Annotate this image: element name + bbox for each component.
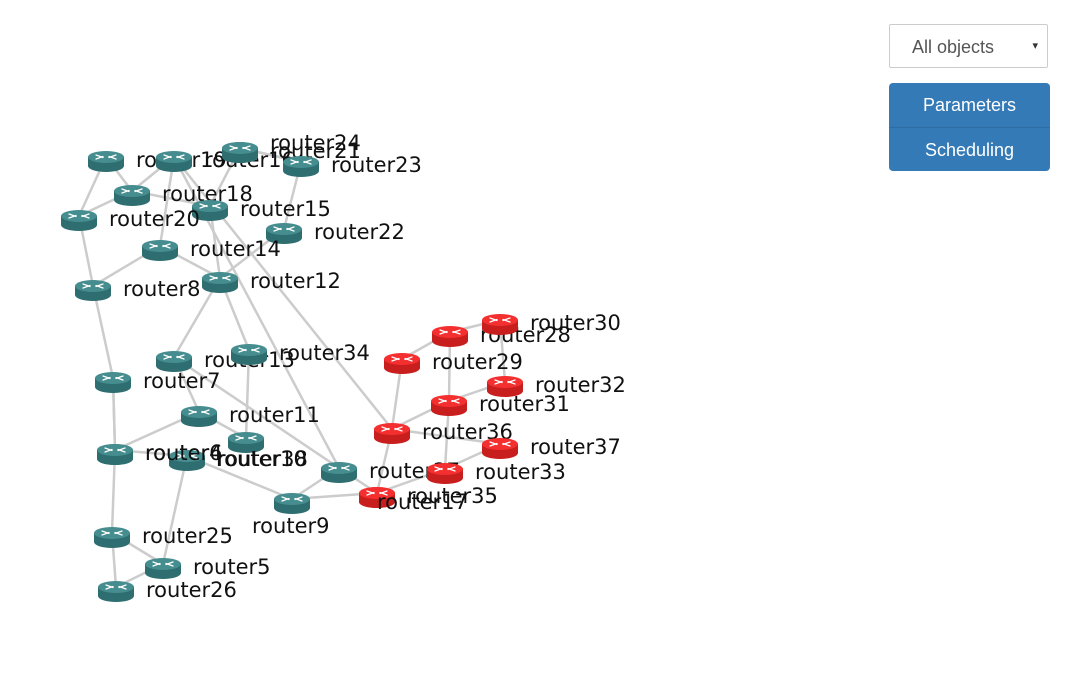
router-node[interactable]: router38: [169, 447, 308, 471]
router-label: router20: [109, 207, 200, 231]
router-label: router30: [530, 311, 621, 335]
router-icon: [181, 406, 217, 427]
router-node[interactable]: router18: [114, 182, 253, 206]
router-icon: [274, 493, 310, 514]
router-label: router11: [229, 403, 320, 427]
router-node[interactable]: router10: [216, 432, 307, 471]
router-node[interactable]: router26: [98, 578, 237, 602]
router-label: router15: [240, 197, 331, 221]
router-label: router9: [252, 514, 329, 538]
router-icon: [142, 240, 178, 261]
router-icon: [169, 450, 205, 471]
router-label: router26: [146, 578, 237, 602]
router-icon: [384, 353, 420, 374]
router-icon: [427, 463, 463, 484]
router-node[interactable]: router17: [359, 487, 468, 514]
scheduling-button[interactable]: Scheduling: [889, 127, 1050, 171]
router-icon: [222, 142, 258, 163]
link-router38-router5: [161, 455, 189, 565]
router-icon: [145, 558, 181, 579]
router-icon: [266, 223, 302, 244]
router-label: router37: [530, 435, 621, 459]
router-label: router8: [123, 277, 200, 301]
router-label: router10: [216, 447, 307, 471]
object-filter-value: All objects: [912, 37, 995, 57]
router-icon: [192, 200, 228, 221]
parameters-button[interactable]: Parameters: [889, 83, 1050, 127]
router-label: router17: [377, 490, 468, 514]
router-node[interactable]: router30: [482, 311, 621, 335]
router-node[interactable]: router31: [431, 392, 570, 416]
router-icon: [321, 462, 357, 483]
router-label: router7: [143, 369, 220, 393]
router-node[interactable]: router37: [482, 435, 621, 459]
action-button-group: Parameters Scheduling: [889, 83, 1050, 171]
router-icon: [97, 444, 133, 465]
router-label: router4: [145, 441, 222, 465]
router-icon: [75, 280, 111, 301]
router-icon: [431, 395, 467, 416]
router-node[interactable]: router5: [145, 555, 270, 579]
router-icon: [202, 272, 238, 293]
router-icon: [359, 487, 395, 508]
router-icon: [482, 438, 518, 459]
router-label: router12: [250, 269, 341, 293]
router-icon: [94, 527, 130, 548]
router-node[interactable]: router24: [222, 131, 361, 163]
router-icon: [156, 151, 192, 172]
router-icon: [156, 351, 192, 372]
link-router8-router7: [91, 285, 115, 379]
router-icon: [231, 344, 267, 365]
router-node[interactable]: router14: [142, 237, 281, 261]
router-node[interactable]: router4: [97, 441, 222, 465]
router-label: router33: [475, 460, 566, 484]
router-node[interactable]: router28: [432, 323, 571, 347]
router-icon: [283, 156, 319, 177]
router-label: router22: [314, 220, 405, 244]
router-label: router34: [279, 341, 370, 365]
router-icon: [432, 326, 468, 347]
router-icon: [482, 314, 518, 335]
nodes-layer: router19router16router21router24router23…: [61, 131, 626, 602]
router-label: router14: [190, 237, 281, 261]
router-node[interactable]: router20: [61, 207, 200, 231]
router-icon: [95, 372, 131, 393]
router-icon: [61, 210, 97, 231]
router-node[interactable]: router12: [202, 269, 341, 293]
router-label: router29: [432, 350, 523, 374]
router-icon: [228, 432, 264, 453]
router-label: router25: [142, 524, 233, 548]
router-node[interactable]: router23: [283, 153, 422, 177]
router-node[interactable]: router25: [94, 524, 233, 548]
router-node[interactable]: router8: [75, 277, 200, 301]
router-icon: [88, 151, 124, 172]
router-node[interactable]: router15: [192, 197, 331, 221]
router-icon: [374, 423, 410, 444]
router-node[interactable]: router22: [266, 220, 405, 244]
router-node[interactable]: router29: [384, 350, 523, 374]
router-label: router23: [331, 153, 422, 177]
router-icon: [114, 185, 150, 206]
object-filter-select[interactable]: All objects ▾: [889, 24, 1048, 68]
router-label: router35: [407, 484, 498, 508]
chevron-down-icon: ▾: [1032, 40, 1038, 52]
router-icon: [98, 581, 134, 602]
router-node[interactable]: router32: [487, 373, 626, 397]
router-label: router32: [535, 373, 626, 397]
router-node[interactable]: router11: [181, 403, 320, 427]
router-node[interactable]: router33: [427, 460, 566, 484]
router-node[interactable]: router34: [231, 341, 370, 365]
router-label: router24: [270, 131, 361, 155]
router-icon: [487, 376, 523, 397]
router-label: router31: [479, 392, 570, 416]
router-label: router38: [217, 447, 308, 471]
router-node[interactable]: router7: [95, 369, 220, 393]
router-label: router5: [193, 555, 270, 579]
router-node[interactable]: router9: [252, 493, 329, 538]
link-router13-router27: [173, 355, 340, 470]
